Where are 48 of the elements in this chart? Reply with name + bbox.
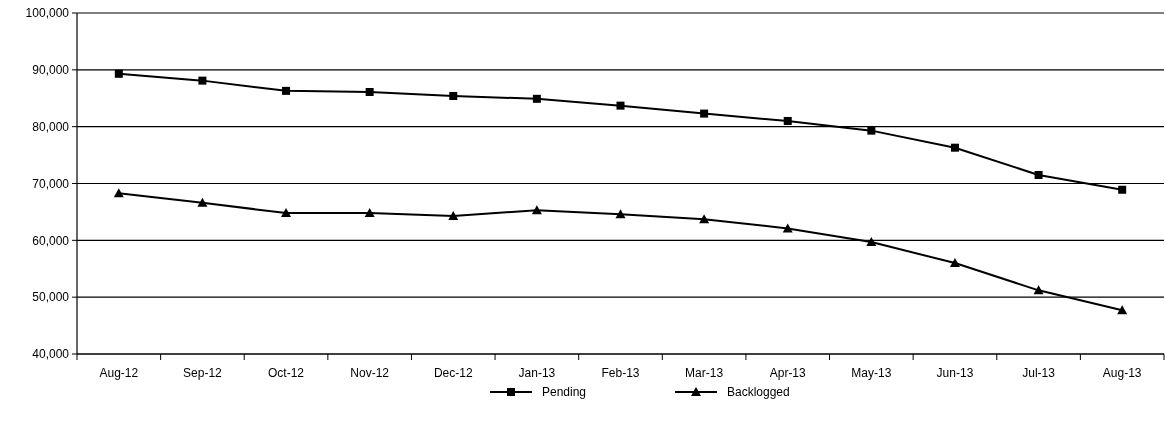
x-tick-label: Jan-13 <box>518 366 556 380</box>
point <box>1118 185 1127 194</box>
x-tick-label: Dec-12 <box>433 366 473 380</box>
point <box>448 210 459 220</box>
point <box>365 88 374 96</box>
point <box>616 101 625 110</box>
y-tick-label: 60,000 <box>32 233 70 248</box>
point <box>866 237 877 247</box>
legend-label: Backlogged <box>727 385 790 400</box>
x-tick-label: Nov-12 <box>350 366 390 380</box>
point <box>783 116 792 125</box>
y-tick-label: 50,000 <box>32 290 70 305</box>
point <box>867 126 876 135</box>
point <box>282 86 291 95</box>
x-tick-label: Apr-13 <box>769 366 807 380</box>
point <box>198 76 207 85</box>
point <box>113 188 124 198</box>
point <box>700 109 709 118</box>
point <box>281 208 292 218</box>
point <box>950 143 959 152</box>
x-tick-label: Feb-13 <box>601 366 640 380</box>
point <box>949 258 960 268</box>
x-tick-label: Jun-13 <box>936 366 974 380</box>
y-tick-label: 90,000 <box>32 63 70 78</box>
y-tick-label: 40,000 <box>32 347 70 362</box>
x-tick-label: Mar-13 <box>685 366 724 380</box>
point <box>531 205 542 215</box>
point <box>782 223 793 233</box>
x-tick-label: Oct-12 <box>268 366 305 380</box>
y-tick-label: 80,000 <box>32 119 70 134</box>
y-tick-label: 70,000 <box>32 176 70 191</box>
x-tick-label: Sep-12 <box>183 366 223 380</box>
point <box>1117 305 1128 315</box>
point <box>364 208 375 218</box>
x-tick-label: May-13 <box>851 366 892 380</box>
y-tick-label: 100,000 <box>25 6 70 21</box>
point <box>1034 170 1043 179</box>
x-tick-label: Jul-13 <box>1022 366 1056 380</box>
point <box>114 69 123 78</box>
point <box>532 94 541 103</box>
x-tick-label: Aug-13 <box>1102 366 1142 380</box>
x-tick-label: Aug-12 <box>99 366 139 380</box>
legend-label: Pending <box>542 385 587 400</box>
point <box>1033 285 1044 295</box>
point <box>615 209 626 219</box>
point <box>197 197 208 207</box>
point <box>449 91 458 100</box>
point <box>699 214 710 224</box>
